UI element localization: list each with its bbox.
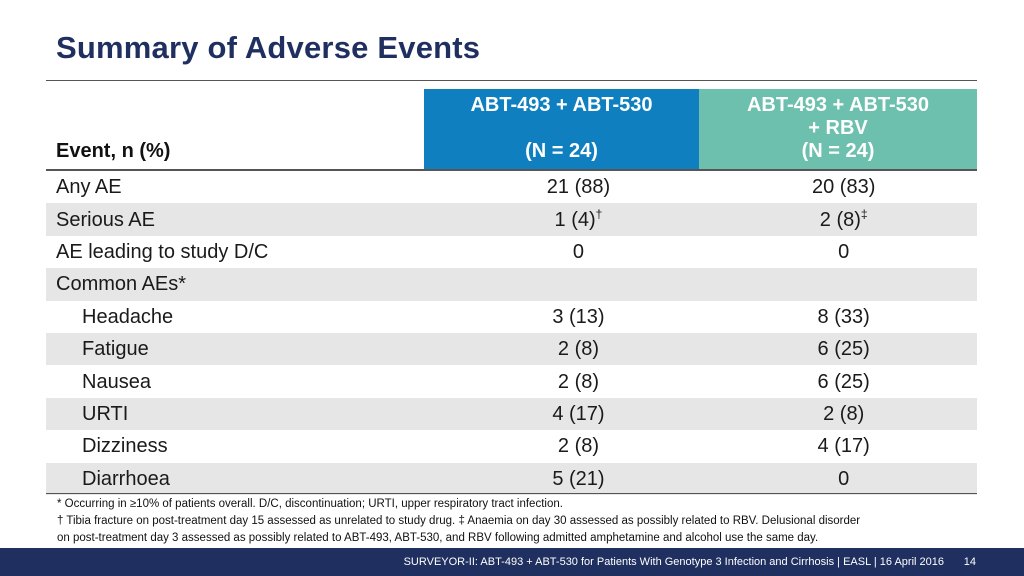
footer-bar: SURVEYOR-II: ABT-493 + ABT-530 for Patie… bbox=[0, 548, 1024, 576]
table-row: Any AE 21 (88) 20 (83) bbox=[46, 171, 977, 203]
table-row: Diarrhoea 5 (21) 0 bbox=[46, 462, 977, 495]
table-row: Fatigue 2 (8) 6 (25) bbox=[46, 332, 977, 366]
footnotes: * Occurring in ≥10% of patients overall.… bbox=[57, 496, 977, 547]
row-header-label: Event, n (%) bbox=[56, 140, 171, 162]
cell-abt-rbv: 8 (33) bbox=[817, 305, 870, 328]
column-header-abt-rbv-name: ABT-493 + ABT-530 bbox=[746, 94, 930, 116]
cell-abt-rbv: 0 bbox=[838, 240, 850, 263]
cell-abt-rbv bbox=[710, 268, 977, 301]
page-number: 14 bbox=[963, 556, 976, 568]
cell-abt: 2 (8) bbox=[557, 370, 600, 393]
row-label: Fatigue bbox=[46, 332, 447, 366]
footnote-serious-ae: † Tibia fracture on post-treatment day 1… bbox=[57, 515, 861, 527]
cell-abt: 4 (17) bbox=[446, 397, 711, 431]
table-row: AE leading to study D/C 0 0 bbox=[46, 236, 977, 268]
column-header-abt-n: (N = 24) bbox=[525, 140, 598, 162]
cell-abt-rbv: 4 (17) bbox=[817, 435, 870, 458]
table-row: Dizziness 2 (8) 4 (17) bbox=[46, 430, 977, 462]
cell-abt-rbv: 2 (8)‡ bbox=[710, 203, 977, 236]
cell-abt: 3 (13) bbox=[552, 305, 605, 328]
cell-abt-rbv: 2 (8) bbox=[710, 397, 977, 431]
row-label: URTI bbox=[46, 397, 447, 431]
cell-abt bbox=[446, 268, 711, 301]
header-divider bbox=[46, 169, 977, 171]
row-label: Diarrhoea bbox=[46, 462, 447, 495]
cell-abt: 1 (4)† bbox=[446, 203, 711, 236]
table-row: Common AEs* bbox=[46, 268, 977, 301]
cell-abt: 2 (8) bbox=[557, 435, 600, 458]
slide-title: Summary of Adverse Events bbox=[56, 30, 481, 65]
row-label: Common AEs* bbox=[46, 268, 447, 301]
cell-abt-rbv: 6 (25) bbox=[710, 332, 977, 366]
table-bottom-rule bbox=[46, 493, 977, 494]
cell-abt: 0 bbox=[572, 240, 585, 263]
row-label: AE leading to study D/C bbox=[56, 240, 269, 263]
row-label: Headache bbox=[82, 305, 174, 328]
footnote-abbreviations: * Occurring in ≥10% of patients overall.… bbox=[57, 498, 563, 510]
cell-abt-rbv: 6 (25) bbox=[817, 370, 870, 393]
footer-citation: SURVEYOR-II: ABT-493 + ABT-530 for Patie… bbox=[403, 556, 944, 568]
row-label: Nausea bbox=[82, 370, 151, 393]
cell-abt-rbv: 0 bbox=[710, 462, 977, 495]
cell-abt: 2 (8) bbox=[446, 332, 711, 366]
double-dagger-footnote-mark: ‡ bbox=[860, 206, 868, 221]
row-label: Any AE bbox=[56, 176, 122, 199]
adverse-events-table: Any AE 21 (88) 20 (83) Serious AE 1 (4)†… bbox=[46, 171, 977, 495]
table-row: URTI 4 (17) 2 (8) bbox=[46, 397, 977, 431]
row-label: Dizziness bbox=[82, 435, 168, 458]
cell-abt: 21 (88) bbox=[546, 176, 611, 199]
row-label: Serious AE bbox=[46, 203, 447, 236]
footnote-serious-ae-continued: on post-treatment day 3 assessed as poss… bbox=[57, 532, 819, 544]
column-header-abt-name: ABT-493 + ABT-530 bbox=[470, 94, 653, 116]
column-header-abt-rbv-suffix: + RBV bbox=[808, 117, 868, 139]
title-divider bbox=[46, 80, 977, 81]
column-header-abt-rbv-n: (N = 24) bbox=[801, 140, 875, 162]
cell-abt: 5 (21) bbox=[446, 462, 711, 495]
dagger-footnote-mark: † bbox=[595, 206, 603, 221]
table-row: Headache 3 (13) 8 (33) bbox=[46, 301, 977, 333]
table-row: Serious AE 1 (4)† 2 (8)‡ bbox=[46, 203, 977, 236]
column-header-abt: ABT-493 + ABT-530 (N = 24) bbox=[424, 89, 699, 169]
cell-abt-rbv: 20 (83) bbox=[811, 176, 876, 199]
column-header-abt-rbv: ABT-493 + ABT-530 + RBV (N = 24) bbox=[699, 89, 977, 169]
table-row: Nausea 2 (8) 6 (25) bbox=[46, 365, 977, 397]
